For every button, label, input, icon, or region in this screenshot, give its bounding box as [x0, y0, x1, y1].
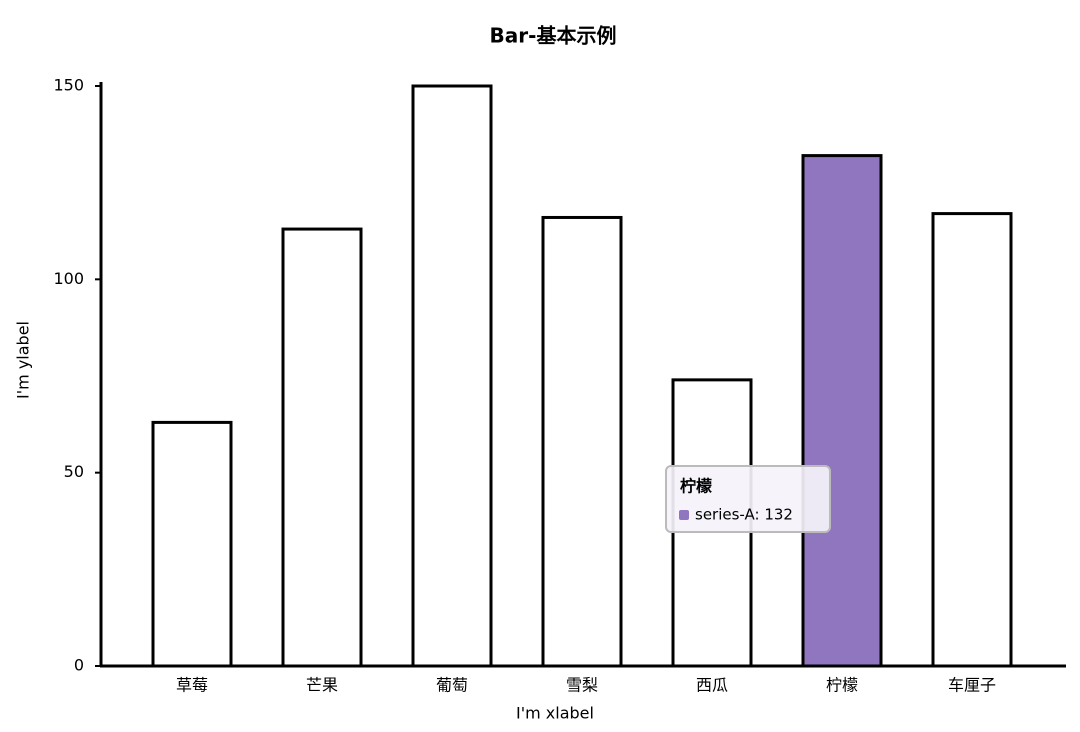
x-tick-label: 柠檬 — [826, 676, 858, 695]
y-tick-label: 0 — [74, 656, 84, 675]
x-tick-label: 芒果 — [306, 676, 338, 695]
bar — [151, 420, 233, 668]
y-axis-label: I'm ylabel — [14, 321, 33, 399]
x-tick-label: 车厘子 — [948, 676, 996, 695]
x-axis-label: I'm xlabel — [516, 704, 594, 723]
bar — [931, 212, 1013, 668]
chart-title: Bar-基本示例 — [490, 24, 617, 48]
tooltip-box — [665, 465, 831, 533]
tooltip: 柠檬 series-A: 132 — [665, 465, 831, 533]
x-tick-label: 葡萄 — [436, 676, 468, 695]
x-tick-label: 西瓜 — [696, 676, 728, 695]
bar — [541, 215, 623, 668]
y-tick-label: 100 — [53, 269, 84, 288]
tooltip-title: 柠檬 — [680, 477, 712, 496]
x-tick-label: 雪梨 — [566, 676, 598, 695]
y-tick-label: 150 — [53, 76, 84, 95]
bar — [411, 84, 493, 668]
bar — [801, 154, 883, 668]
x-tick-label: 草莓 — [176, 676, 208, 695]
tooltip-swatch — [679, 510, 689, 520]
tooltip-text: series-A: 132 — [695, 506, 793, 524]
bar — [281, 227, 363, 668]
y-tick-label: 50 — [64, 462, 84, 481]
